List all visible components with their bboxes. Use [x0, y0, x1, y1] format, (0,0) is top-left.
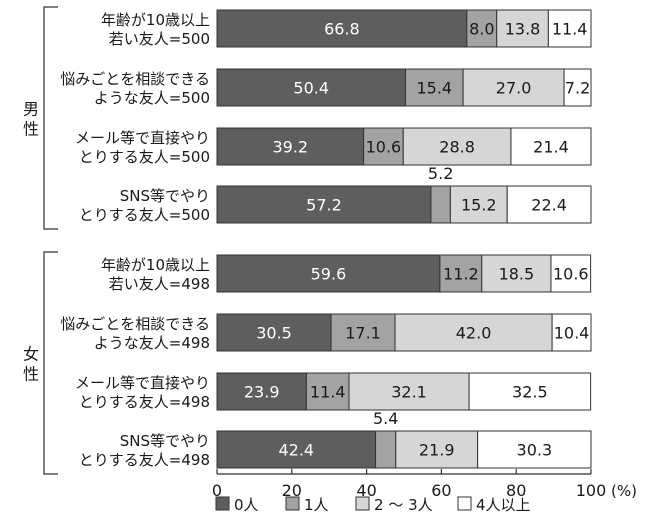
bar-segment — [216, 430, 377, 469]
row-label: 悩みごとを相談できる — [60, 315, 210, 333]
bar-segment — [216, 313, 332, 352]
row-label: ような友人=500 — [94, 89, 210, 107]
legend-swatch — [457, 496, 472, 511]
bar-segment — [216, 9, 468, 48]
legend-label: 0人 — [234, 496, 259, 514]
group-label: 性 — [23, 120, 39, 139]
legend-label: 2 〜 3人 — [374, 496, 433, 514]
row-label: とりする友人=498 — [79, 451, 210, 469]
legend-swatch — [215, 496, 230, 511]
x-tick-label: 40 — [356, 481, 376, 500]
group-label: 男 — [23, 100, 39, 119]
legend-label: 1人 — [304, 496, 329, 514]
group-label: 性 — [23, 365, 39, 384]
bar-segment — [506, 185, 592, 224]
data-label: 15.2 — [461, 196, 497, 215]
legend-label: 4人以上 — [476, 496, 531, 514]
row-label: 若い友人=500 — [109, 30, 210, 48]
data-label: 18.5 — [499, 265, 535, 284]
bar-segment — [563, 68, 592, 107]
bar-segment — [404, 68, 464, 107]
bar-segment — [394, 313, 553, 352]
row-label: 若い友人=498 — [109, 275, 210, 293]
group-bracket — [43, 6, 58, 230]
group-label: 女 — [23, 345, 39, 364]
legend-swatch — [355, 496, 370, 511]
bar-segment — [496, 9, 549, 48]
data-label: 11.4 — [552, 20, 588, 39]
data-label: 10.6 — [553, 265, 589, 284]
data-label: 11.2 — [443, 265, 479, 284]
x-tick-label: 60 — [431, 481, 451, 500]
bar-segment — [462, 68, 565, 107]
data-label: 42.4 — [278, 441, 314, 460]
bar-segment — [216, 254, 441, 293]
row-label: とりする友人=498 — [79, 393, 210, 411]
x-tick-label: 80 — [506, 481, 526, 500]
bar-segment — [477, 430, 592, 469]
bar-segment — [551, 313, 592, 352]
data-label: 42.0 — [456, 324, 492, 343]
data-label: 30.3 — [517, 441, 553, 460]
data-label: 32.1 — [391, 383, 427, 402]
bar-segment — [216, 185, 432, 224]
bar-segment — [216, 127, 365, 166]
bar-segment — [547, 9, 592, 48]
row-label: SNS等でやり — [120, 187, 210, 205]
row-label: SNS等でやり — [120, 432, 210, 450]
data-label: 13.8 — [505, 20, 541, 39]
data-label: 5.2 — [428, 164, 453, 183]
x-unit-label: (%) — [611, 482, 637, 500]
bar-segment — [449, 185, 508, 224]
row-label: 年齢が10歳以上 — [101, 11, 210, 29]
legend-swatch — [285, 496, 300, 511]
group-bracket — [43, 251, 58, 475]
bar-segment — [550, 254, 592, 293]
row-label: 年齢が10歳以上 — [101, 256, 210, 274]
bar-segment — [468, 372, 592, 411]
data-label: 21.9 — [419, 441, 455, 460]
bar-segment — [216, 68, 406, 107]
row-label: メール等で直接やり — [75, 129, 210, 147]
row-label: とりする友人=500 — [79, 206, 210, 224]
x-tick-label: 100 — [576, 481, 607, 500]
bar-segment — [363, 127, 404, 166]
data-label: 15.4 — [416, 79, 452, 98]
data-label: 28.8 — [439, 138, 475, 157]
x-tick-label: 0 — [212, 481, 222, 500]
data-label: 21.4 — [533, 138, 569, 157]
row-label: とりする友人=500 — [79, 148, 210, 166]
data-label: 66.8 — [324, 20, 360, 39]
bar-segment — [466, 9, 498, 48]
data-label: 11.4 — [310, 383, 346, 402]
bar-segment — [305, 372, 350, 411]
data-label: 7.2 — [565, 79, 590, 98]
bar-segment — [395, 430, 479, 469]
data-label: 10.6 — [366, 138, 402, 157]
data-label: 5.4 — [373, 409, 398, 428]
data-label: 10.4 — [554, 324, 590, 343]
data-label: 59.6 — [311, 265, 347, 284]
data-label: 17.1 — [345, 324, 381, 343]
data-label: 8.0 — [469, 20, 494, 39]
data-label: 30.5 — [256, 324, 292, 343]
data-label: 32.5 — [512, 383, 548, 402]
bar-segment — [481, 254, 552, 293]
row-label: メール等で直接やり — [75, 374, 210, 392]
bar-segment — [375, 430, 397, 469]
x-tick-label: 20 — [282, 481, 302, 500]
data-label: 39.2 — [272, 138, 308, 157]
bar-segment — [330, 313, 396, 352]
bar-segment — [510, 127, 592, 166]
data-label: 27.0 — [496, 79, 532, 98]
bar-segment — [439, 254, 483, 293]
bar-segment — [430, 185, 451, 224]
row-label: 悩みごとを相談できる — [60, 70, 210, 88]
row-label: ような友人=498 — [94, 334, 210, 352]
data-label: 50.4 — [293, 79, 329, 98]
data-label: 22.4 — [531, 196, 567, 215]
data-label: 57.2 — [306, 196, 342, 215]
data-label: 23.9 — [244, 383, 280, 402]
